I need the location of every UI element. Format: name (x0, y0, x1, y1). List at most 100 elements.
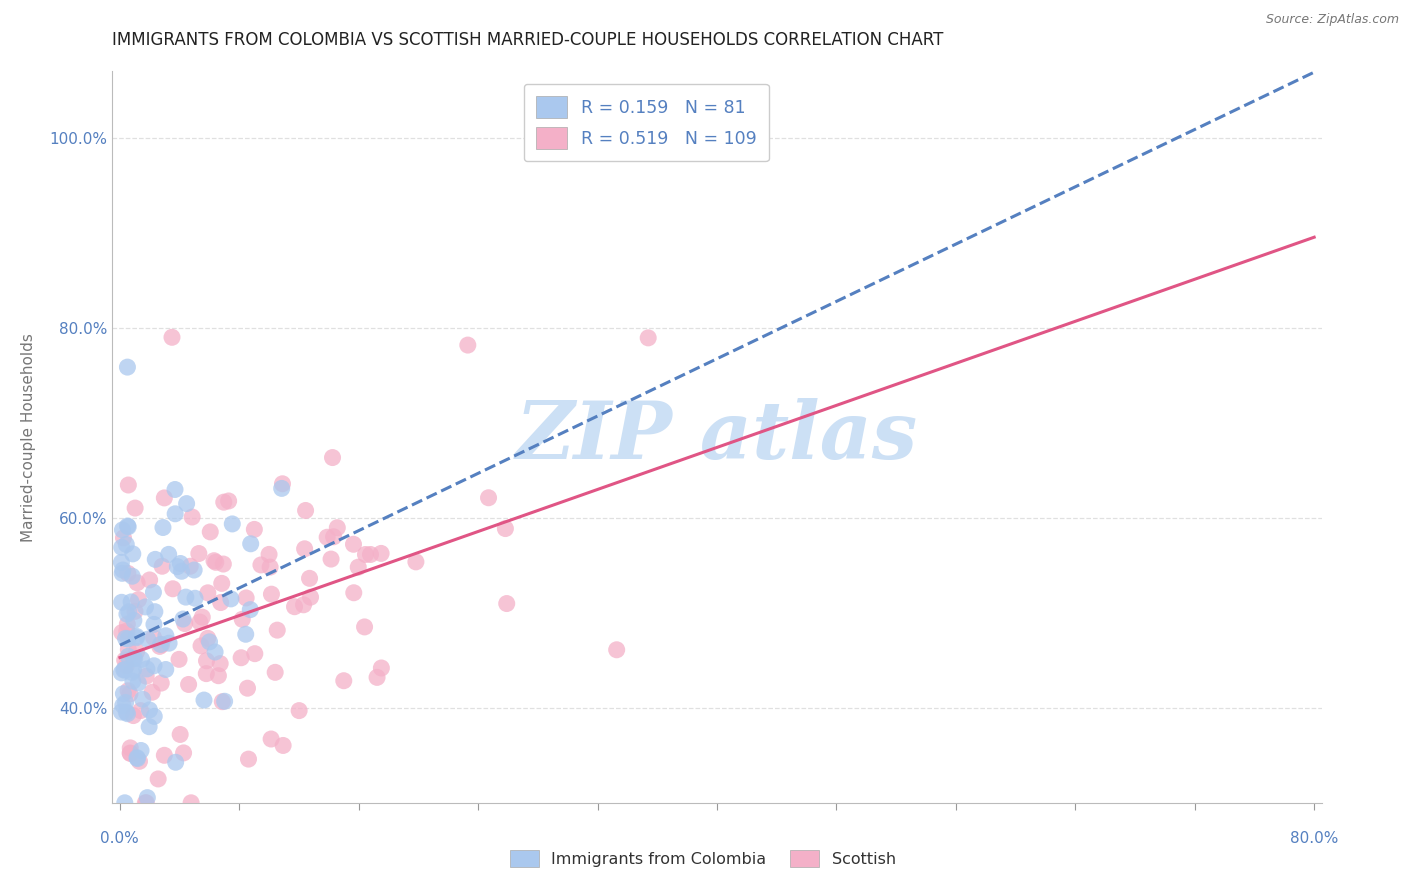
Point (163, 483, 186, 497)
Point (134, 796, 156, 810)
Text: IMMIGRANTS FROM COLOMBIA VS SCOTTISH MARRIED-COUPLE HOUSEHOLDS CORRELATION CHART: IMMIGRANTS FROM COLOMBIA VS SCOTTISH MAR… (112, 31, 943, 49)
Point (149, 640, 172, 654)
Point (477, 491, 499, 505)
Point (134, 599, 156, 614)
Point (117, 706, 139, 721)
Point (117, 360, 139, 375)
Point (157, 547, 180, 561)
Point (214, 694, 236, 708)
Point (111, 566, 134, 581)
Point (195, 654, 218, 668)
Point (150, 559, 173, 574)
Point (353, 620, 375, 634)
Point (167, 652, 190, 666)
Point (204, 645, 226, 659)
Point (370, 661, 392, 675)
Point (235, 627, 257, 641)
Point (260, 587, 283, 601)
Point (143, 552, 166, 566)
Point (342, 537, 364, 551)
Point (121, 547, 143, 561)
Point (174, 590, 197, 604)
Point (117, 520, 139, 534)
Point (316, 530, 339, 544)
Point (135, 796, 157, 810)
Point (209, 657, 232, 671)
Point (110, 705, 132, 719)
Point (239, 602, 262, 616)
Point (128, 592, 150, 607)
Point (115, 607, 138, 622)
Point (211, 695, 233, 709)
Point (288, 704, 311, 718)
Point (239, 537, 262, 551)
Point (292, 598, 315, 612)
Point (366, 670, 388, 684)
Point (142, 585, 165, 599)
Point (405, 555, 427, 569)
Point (112, 687, 135, 701)
Point (188, 615, 211, 629)
Point (319, 552, 342, 566)
Point (122, 663, 145, 677)
Point (221, 516, 243, 531)
Point (162, 582, 184, 596)
Point (118, 605, 141, 619)
Point (176, 497, 198, 511)
Point (494, 522, 516, 536)
Point (122, 614, 145, 628)
Point (111, 595, 134, 609)
Point (112, 531, 135, 545)
Point (197, 632, 219, 646)
Point (495, 597, 517, 611)
Point (152, 520, 174, 534)
Point (122, 708, 145, 723)
Point (299, 590, 322, 604)
Point (250, 558, 273, 572)
Point (153, 748, 176, 763)
Text: 0.0%: 0.0% (100, 831, 139, 846)
Point (212, 557, 235, 571)
Point (136, 632, 159, 647)
Point (271, 476, 294, 491)
Point (211, 576, 233, 591)
Point (135, 669, 157, 683)
Point (111, 698, 134, 713)
Point (114, 653, 136, 667)
Point (347, 560, 370, 574)
Point (128, 754, 150, 768)
Point (115, 537, 138, 551)
Point (153, 491, 176, 505)
Point (114, 696, 136, 710)
Point (142, 617, 165, 632)
Point (118, 687, 141, 701)
Point (191, 610, 214, 624)
Point (117, 566, 139, 581)
Legend: Immigrants from Colombia, Scottish: Immigrants from Colombia, Scottish (503, 843, 903, 873)
Point (115, 658, 138, 673)
Point (120, 747, 142, 761)
Point (354, 548, 377, 562)
Point (120, 595, 142, 609)
Point (172, 612, 194, 626)
Point (298, 571, 321, 585)
Point (141, 685, 163, 699)
Point (125, 750, 148, 764)
Point (129, 743, 152, 757)
Point (200, 524, 222, 539)
Point (125, 631, 148, 645)
Point (129, 704, 152, 718)
Point (187, 547, 209, 561)
Point (117, 632, 139, 646)
Point (138, 573, 160, 587)
Point (115, 705, 138, 719)
Point (169, 557, 191, 571)
Point (326, 521, 349, 535)
Point (266, 623, 288, 637)
Point (146, 772, 169, 786)
Point (117, 519, 139, 533)
Point (207, 669, 229, 683)
Point (127, 751, 149, 765)
Point (112, 663, 135, 677)
Point (127, 575, 149, 590)
